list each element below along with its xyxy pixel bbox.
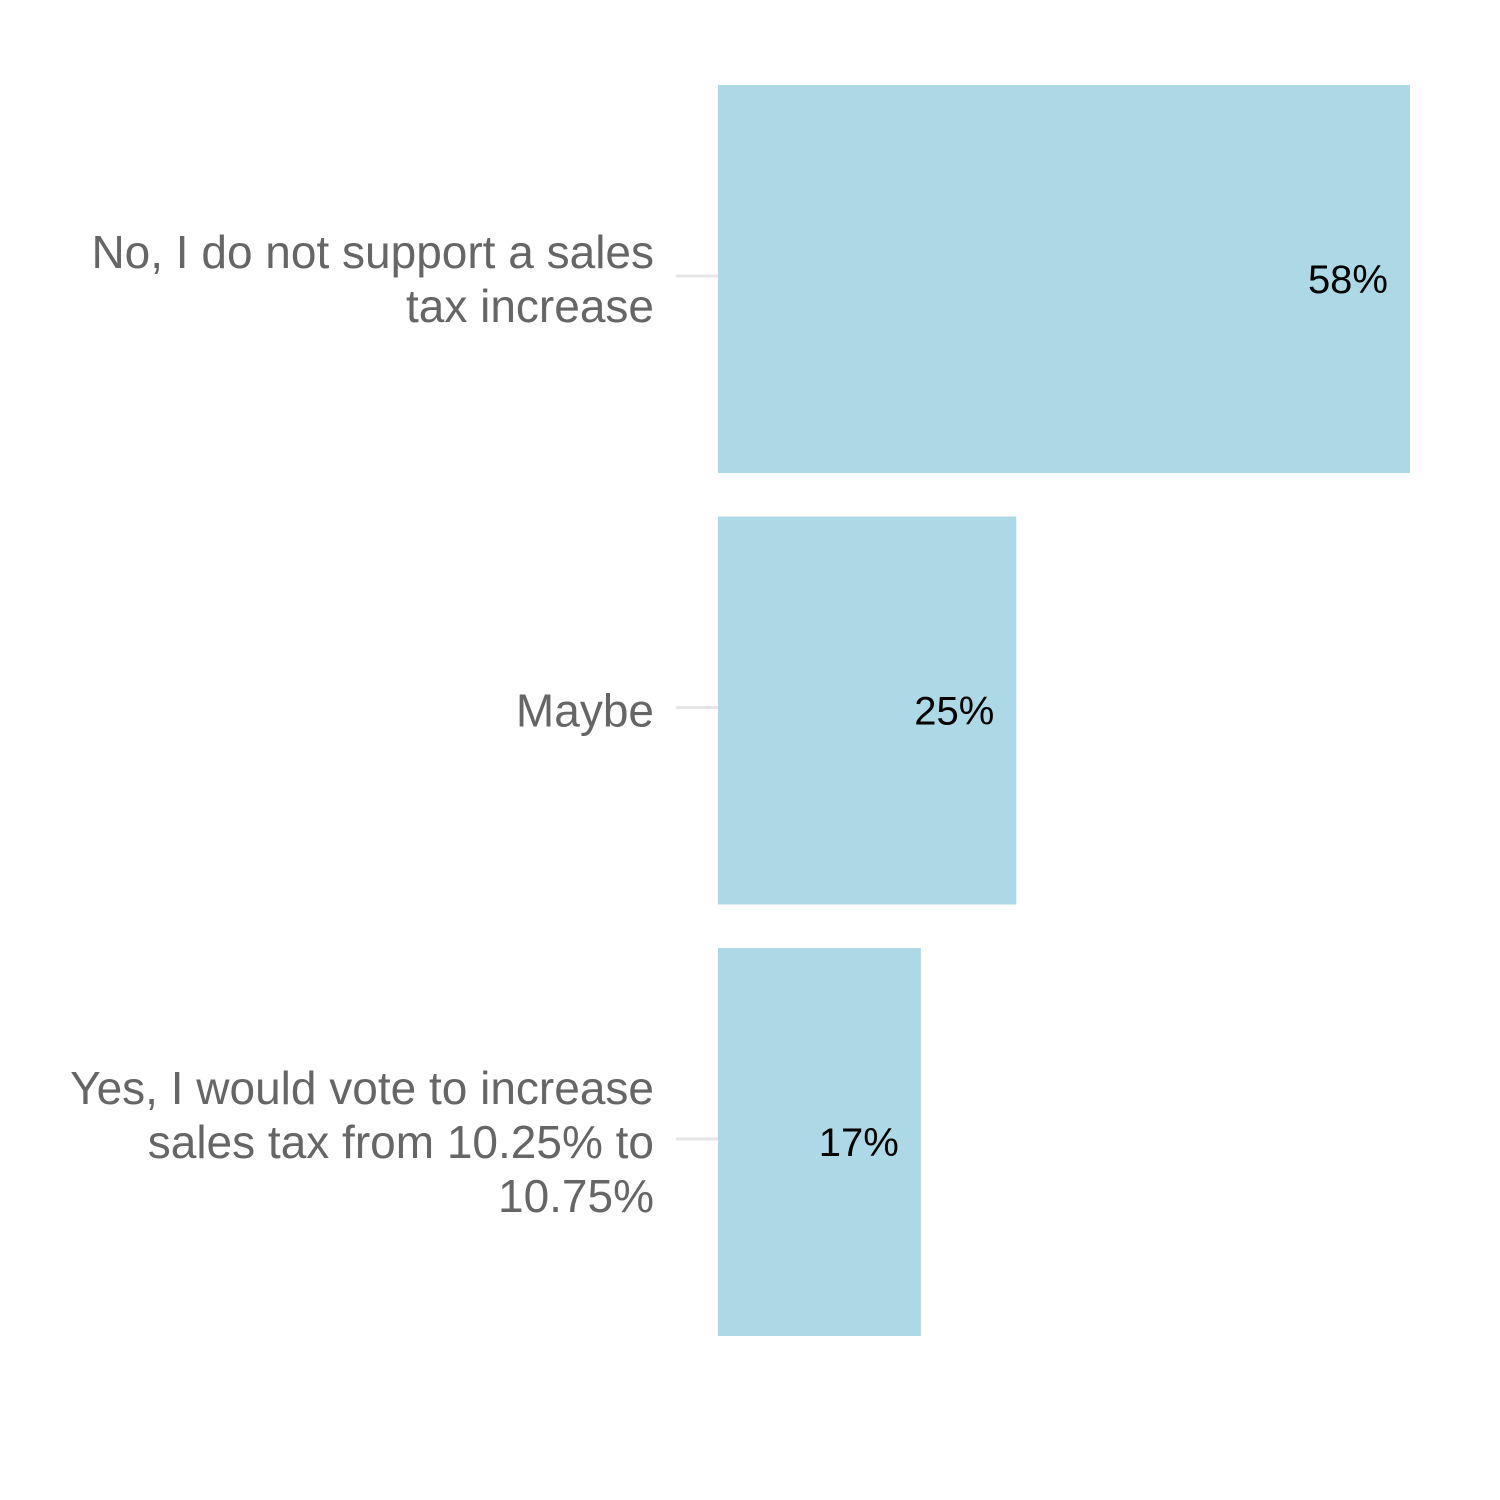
y-axis-tick-label-line: Maybe — [516, 685, 654, 737]
y-axis-tick-label-line: No, I do not support a sales — [91, 226, 654, 278]
bar-value-label: 58% — [1308, 258, 1388, 302]
bar — [718, 948, 921, 1336]
bar-value-label: 25% — [914, 690, 994, 734]
y-axis-tick-label-line: 10.75% — [498, 1170, 654, 1222]
bar — [718, 85, 1410, 473]
y-axis-tick-label: No, I do not support a sales tax increase — [91, 226, 654, 332]
bar — [718, 516, 1017, 905]
y-axis-tick-label-line: tax increase — [406, 280, 654, 332]
y-axis-tick-label-line: sales tax from 10.25% to — [148, 1116, 654, 1168]
y-axis-tick-label-line: Yes, I would vote to increase — [70, 1062, 654, 1114]
y-axis-tick-label: Maybe — [516, 685, 654, 737]
y-axis-tick-label: Yes, I would vote to increase sales tax f… — [70, 1062, 654, 1222]
bar-value-label: 17% — [819, 1121, 899, 1165]
